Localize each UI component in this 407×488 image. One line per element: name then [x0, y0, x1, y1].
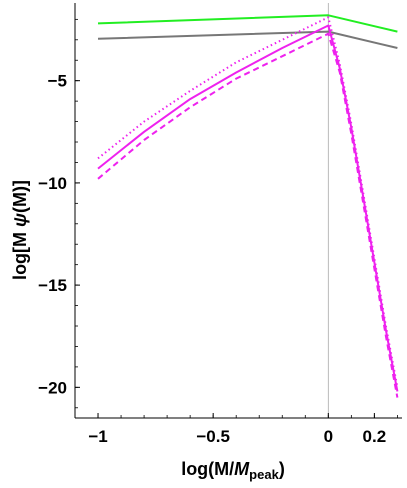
- x-axis-title-italic: M: [234, 459, 250, 479]
- y-tick-label: −5: [48, 72, 67, 91]
- x-tick-label: 0.2: [363, 427, 387, 446]
- plot-frame: [74, 3, 402, 419]
- series-line-solid: [97, 14, 398, 33]
- series-layer: [97, 14, 399, 398]
- x-tick-label: 0: [324, 427, 333, 446]
- x-tick-label: −0.5: [196, 427, 230, 446]
- x-axis-title-main: log(M/: [181, 459, 234, 479]
- x-axis-title-close: ): [279, 459, 285, 479]
- x-axis-title-subscript: peak: [249, 467, 279, 482]
- series-line-dashed: [97, 32, 399, 398]
- x-axis-title: log(M/Mpeak): [181, 459, 285, 482]
- y-tick-label: −15: [38, 276, 67, 295]
- y-axis-title-post: (M)]: [10, 180, 30, 213]
- tick-layer: −1 −0.5 0 0.2 −5 −10 −15 −20: [38, 18, 398, 446]
- y-tick-label: −20: [38, 378, 67, 397]
- series-line-solid: [97, 30, 398, 49]
- x-tick-label: −1: [88, 427, 107, 446]
- y-axis-title-italic: ψ: [10, 213, 30, 227]
- y-tick-label: −10: [38, 174, 67, 193]
- y-axis-title-pre: log[M: [10, 227, 30, 280]
- y-axis-title: log[M ψ(M)]: [10, 180, 30, 280]
